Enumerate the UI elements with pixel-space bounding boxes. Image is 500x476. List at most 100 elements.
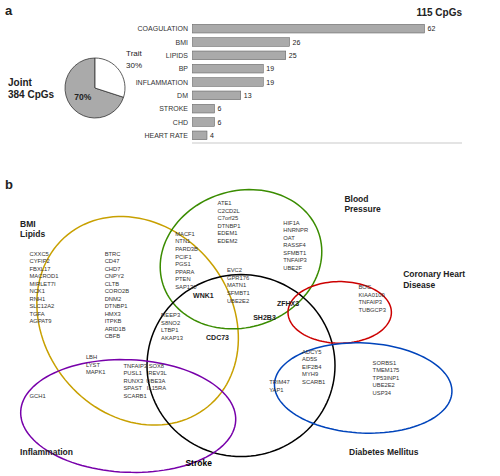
text-line: LYST: [86, 362, 101, 368]
text-line: MACF1: [175, 231, 195, 237]
y-tick-label: CHD: [173, 119, 188, 126]
text-line: MYH9: [302, 371, 318, 377]
text-line: SFMBT1: [227, 290, 250, 296]
text-line: WNK1: [193, 292, 214, 299]
gene-list: MACF1NTN1PARD3BPCIF1PGS1PPARAPTENSAP130: [175, 231, 198, 290]
bar: [192, 38, 290, 47]
gene-list: TRIM47YAP1: [269, 379, 290, 393]
bar: [192, 91, 241, 100]
text-line: CBFB: [105, 333, 121, 339]
text-line: Diabetes Mellitus: [349, 447, 419, 457]
set-ellipse: [21, 360, 236, 473]
data-label: 13: [244, 92, 252, 99]
text-line: USP34: [373, 390, 392, 396]
text-line: ARID1B: [105, 326, 126, 332]
text-line: GCH1: [30, 393, 46, 399]
set-label: Diabetes Mellitus: [349, 447, 419, 457]
bar: [192, 104, 215, 113]
core-gene: ZFHX3: [277, 300, 299, 307]
text-line: RASSF4: [283, 242, 306, 248]
text-line: ATE1: [218, 200, 232, 206]
text-line: OAT: [283, 235, 295, 241]
text-line: CHD7: [105, 266, 121, 272]
text-line: CYFIP2: [30, 258, 50, 264]
gene-list: GCH1: [30, 393, 46, 399]
data-label: 19: [266, 65, 274, 72]
set-label: BloodPressure: [344, 194, 381, 214]
text-line: BTRC: [105, 251, 121, 257]
text-line: TMEM175: [373, 367, 400, 373]
text-line: SCARB1: [302, 379, 325, 385]
text-line: PPARA: [175, 269, 194, 275]
data-label: 62: [428, 25, 436, 32]
text-line: Joint: [8, 77, 33, 88]
set-label: Coronary HeartDisease: [403, 269, 465, 289]
panel-label: a: [5, 3, 13, 18]
set-label: Stroke: [185, 458, 212, 468]
text-line: AD5S: [302, 356, 317, 362]
text-line: S8NO2: [161, 320, 180, 326]
gene-list: SORBS1TMEM175TP53INP1UBE2E2USP34: [373, 360, 400, 396]
gene-list: HIF1AHNRNPROATRASSF4SFMBT1TNFAIP3UBE2F: [283, 220, 308, 271]
set-ellipse: [274, 343, 451, 433]
venn-diagram: b BMILipids BloodPressure Stroke Inflammatio…: [5, 177, 465, 473]
bar: [192, 78, 263, 87]
data-label: 6: [218, 105, 222, 112]
text-line: Coronary Heart: [403, 269, 465, 279]
y-tick-label: HEART RATE: [144, 132, 188, 139]
text-line: SH2B3: [253, 314, 276, 321]
text-line: EDEM2: [218, 238, 238, 244]
text-line: PTEN: [175, 276, 190, 282]
set-ellipse: [37, 217, 239, 426]
y-tick-label: LIPIDS: [166, 52, 189, 59]
y-tick-label: BP: [179, 65, 189, 72]
category-label: Trait: [126, 49, 142, 58]
data-label: 4: [210, 132, 214, 139]
panel-label: b: [5, 177, 13, 192]
text-line: PUSL1 REV3L: [124, 370, 168, 376]
data-label: 19: [266, 79, 274, 86]
set-label: BMILipids: [20, 219, 45, 239]
text-line: RUNX3 UBE3A: [124, 378, 166, 384]
text-line: TGFA: [30, 311, 45, 317]
text-line: Disease: [403, 280, 435, 290]
text-line: NTN1: [175, 238, 190, 244]
chart-title: Joint384 CpGs: [8, 77, 55, 100]
chart-title: 115 CpGs: [416, 7, 462, 18]
text-line: EIF2B4: [302, 364, 322, 370]
text-line: HMX3: [105, 311, 121, 317]
gene-list: EVC2GPR176MATN1SFMBT1UBE2E2: [227, 267, 250, 303]
text-line: YAP1: [269, 387, 283, 393]
text-line: SFMBT1: [283, 250, 306, 256]
text-line: FBXL17: [30, 266, 51, 272]
text-line: EVC2: [227, 267, 242, 273]
text-line: a: [5, 3, 13, 18]
text-line: MATN1: [227, 282, 246, 288]
text-line: MACROD1: [30, 273, 59, 279]
figure: aJoint384 CpGs70%30%Trait115 CpGsCOAGULA…: [0, 0, 500, 476]
text-line: SPAST IL15RA: [124, 385, 167, 391]
text-line: Lipids: [20, 229, 45, 239]
text-line: KIAA0100: [359, 292, 385, 298]
bar: [192, 131, 207, 140]
data-label: 70%: [74, 92, 91, 102]
text-line: AKAP13: [161, 335, 183, 341]
data-label: 26: [293, 39, 301, 46]
gene-list: BTRCCD47CHD7CNPY2CLTBCORO2BDNM2DTNBP1HMX…: [105, 251, 130, 340]
text-line: DNM2: [105, 296, 121, 302]
gene-list: CXXC5CYFIP2FBXL17MACROD1MIRLET7INCK1RNH1…: [30, 251, 59, 325]
text-line: LBH: [86, 354, 97, 360]
set-ellipse: [160, 190, 322, 329]
bar-chart: 115 CpGsCOAGULATION62BMI26LIPIDS25BP19IN…: [136, 7, 463, 143]
text-line: Inflammation: [20, 447, 73, 457]
text-line: MAPK1: [86, 369, 106, 375]
text-line: SORBS1: [373, 360, 397, 366]
data-label: 25: [289, 52, 297, 59]
text-line: 384 CpGs: [8, 89, 55, 100]
pie-slice: [95, 58, 125, 97]
text-line: TNFAIP3 SOX8: [124, 363, 165, 369]
y-tick-label: DM: [177, 92, 188, 99]
gene-list: ADCY5AD5S EIF2B4MYH9 SCARB1: [302, 349, 325, 385]
text-line: ADCY5: [302, 349, 321, 355]
data-label: 30%: [126, 61, 142, 70]
